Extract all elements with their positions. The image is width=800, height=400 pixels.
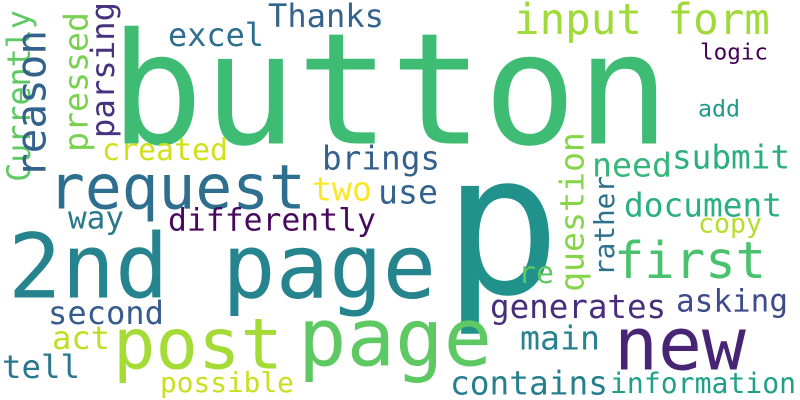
word-request: request	[48, 152, 306, 224]
word-reason: reason	[7, 29, 56, 179]
word-post: post	[113, 302, 284, 386]
word-asking: asking	[676, 283, 788, 320]
word-2nd-page: 2nd page	[8, 214, 437, 319]
word-tell: tell	[2, 347, 81, 386]
word-re: re	[518, 256, 554, 292]
word-differently: differently	[168, 202, 376, 239]
word-possible: possible	[160, 366, 294, 400]
word-created: created	[102, 133, 228, 169]
word-input-form: input form	[514, 0, 770, 45]
word-contains: contains	[450, 364, 608, 400]
word-thanks: Thanks	[268, 0, 384, 35]
word-rather: rather	[588, 175, 622, 277]
word-second: second	[48, 293, 164, 332]
word-new: new	[614, 302, 746, 388]
word-copy: copy	[698, 208, 763, 240]
word-parsing: parsing	[83, 1, 122, 139]
word-brings: brings	[322, 139, 441, 178]
word-way: way	[68, 200, 124, 237]
word-information: information	[610, 366, 797, 400]
word-excel: excel	[168, 16, 264, 55]
word-p: p	[443, 112, 562, 340]
word-act: act	[52, 318, 110, 357]
word-document: document	[624, 186, 782, 225]
word-logic: logic	[700, 39, 769, 66]
word-first: first	[614, 230, 767, 290]
word-use: use	[378, 172, 438, 212]
word-add: add	[698, 95, 741, 123]
word-question: question	[552, 132, 592, 292]
word-submit: submit	[672, 138, 791, 177]
word-button: button	[110, 0, 670, 181]
word-main: main	[520, 318, 600, 358]
word-page: page	[298, 291, 493, 386]
word-two: two	[312, 169, 372, 209]
word-need: need	[592, 145, 672, 185]
word-generates: generates	[490, 287, 667, 326]
